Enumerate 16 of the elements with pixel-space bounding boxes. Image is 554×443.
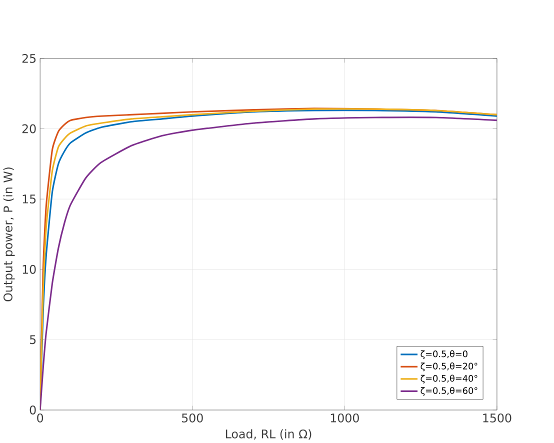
legend-label: ζ=0.5,θ=40° (420, 374, 478, 384)
x-axis-title: Load, RL (in Ω) (226, 429, 312, 440)
y-tick-label: 10 (22, 264, 36, 274)
x-tick-label: 0 (37, 413, 44, 422)
y-tick-label: 15 (22, 194, 36, 204)
legend-label: ζ=0.5,θ=20° (420, 362, 478, 372)
y-axis-title: Output power, P (in W) (3, 167, 15, 302)
x-tick-label: 1000 (330, 413, 359, 422)
y-tick-label: 20 (22, 124, 36, 134)
y-tick-label: 25 (22, 54, 36, 63)
legend-label: ζ=0.5,θ=60° (420, 386, 478, 396)
legend-label: ζ=0.5,θ=0 (420, 350, 468, 359)
x-tick-label: 500 (182, 413, 203, 422)
y-tick-label: 0 (30, 405, 36, 414)
y-tick-label: 5 (30, 335, 36, 344)
x-tick-label: 1500 (483, 413, 512, 422)
